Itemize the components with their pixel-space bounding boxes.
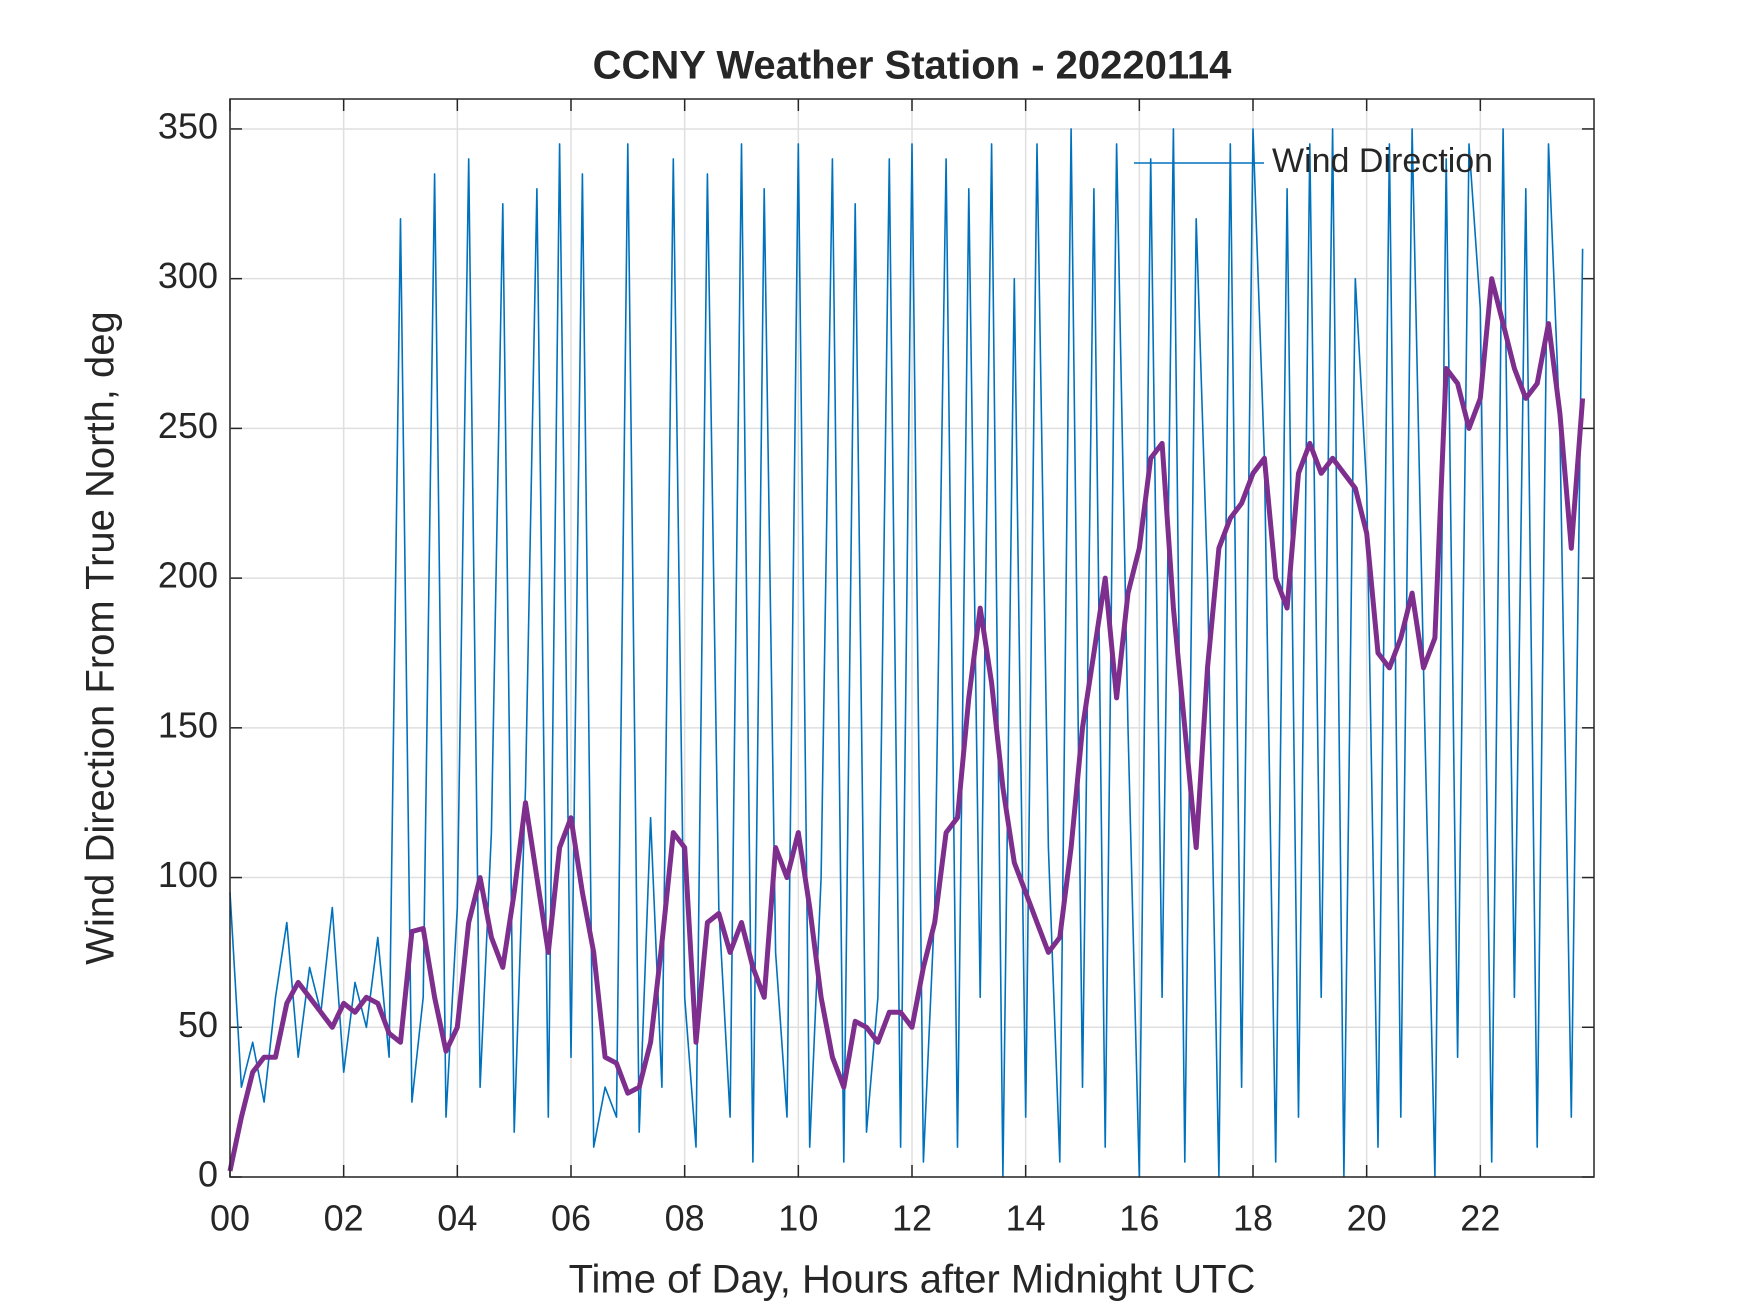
- x-tick-label: 14: [1006, 1198, 1046, 1239]
- y-tick-label: 100: [158, 854, 218, 895]
- x-tick-label: 02: [324, 1198, 364, 1239]
- data-line: [227, 276, 1586, 1172]
- x-tick-label: 04: [437, 1198, 477, 1239]
- legend-label: Wind Direction: [1272, 142, 1493, 180]
- data-line: [229, 128, 1584, 1178]
- x-tick-label: 20: [1347, 1198, 1387, 1239]
- y-tick-label: 300: [158, 255, 218, 296]
- y-tick-label: 50: [178, 1004, 218, 1045]
- x-tick-label: 16: [1119, 1198, 1159, 1239]
- x-axis-label: Time of Day, Hours after Midnight UTC: [569, 1258, 1256, 1302]
- x-tick-label: 08: [665, 1198, 705, 1239]
- x-tick-label: 00: [210, 1198, 250, 1239]
- x-tick-label: 12: [892, 1198, 932, 1239]
- y-axis-label: Wind Direction From True North, deg: [79, 311, 123, 965]
- y-tick-label: 250: [158, 405, 218, 446]
- x-tick-label: 18: [1233, 1198, 1273, 1239]
- y-tick-label: 150: [158, 704, 218, 745]
- axes-box: [229, 98, 1595, 1178]
- x-tick-label: 22: [1460, 1198, 1500, 1239]
- x-tick-label: 06: [551, 1198, 591, 1239]
- x-tick-label: 10: [778, 1198, 818, 1239]
- y-tick-label: 0: [198, 1154, 218, 1195]
- chart-title: CCNY Weather Station - 20220114: [593, 44, 1233, 88]
- y-tick-label: 200: [158, 555, 218, 596]
- y-tick-label: 350: [158, 105, 218, 146]
